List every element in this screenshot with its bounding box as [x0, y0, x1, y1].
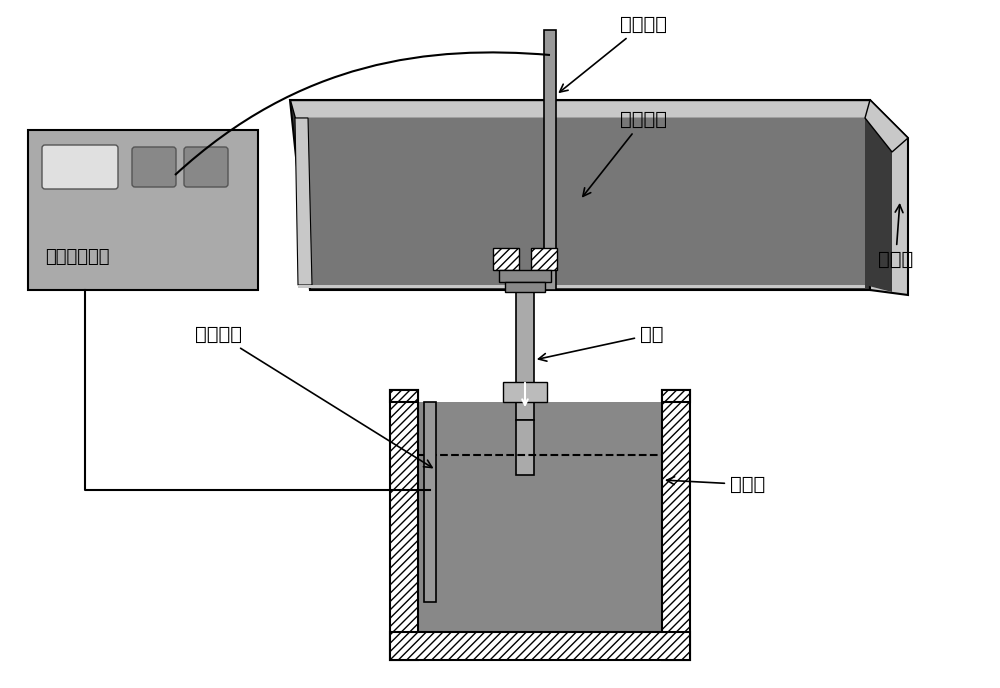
Bar: [418, 402, 662, 632]
FancyBboxPatch shape: [184, 147, 228, 187]
Bar: [662, 390, 690, 402]
Bar: [424, 402, 436, 602]
Bar: [390, 390, 418, 660]
Bar: [662, 390, 690, 660]
Text: 脉冲电流电源: 脉冲电流电源: [45, 248, 110, 266]
Bar: [390, 390, 418, 402]
Bar: [516, 292, 534, 420]
Text: 水口: 水口: [539, 325, 664, 361]
Bar: [505, 282, 545, 292]
Bar: [503, 382, 547, 402]
Polygon shape: [290, 100, 870, 118]
Bar: [28, 130, 258, 290]
Text: 纯铁电极: 纯铁电极: [195, 325, 432, 468]
Text: 纯铁电极: 纯铁电极: [560, 15, 667, 92]
Text: 结晶器: 结晶器: [667, 475, 765, 494]
FancyBboxPatch shape: [132, 147, 176, 187]
Polygon shape: [295, 118, 312, 285]
Polygon shape: [298, 285, 865, 288]
Text: 中间包: 中间包: [878, 204, 913, 269]
Polygon shape: [290, 100, 870, 290]
Polygon shape: [308, 118, 865, 285]
Bar: [499, 270, 551, 282]
Bar: [544, 30, 556, 290]
Polygon shape: [870, 100, 908, 295]
Bar: [531, 248, 557, 270]
Polygon shape: [865, 118, 892, 292]
Bar: [390, 632, 690, 660]
Bar: [493, 248, 519, 270]
FancyBboxPatch shape: [42, 145, 118, 189]
Bar: [516, 420, 534, 475]
Polygon shape: [865, 100, 908, 152]
Text: 稀土钢液: 稀土钢液: [583, 110, 667, 196]
